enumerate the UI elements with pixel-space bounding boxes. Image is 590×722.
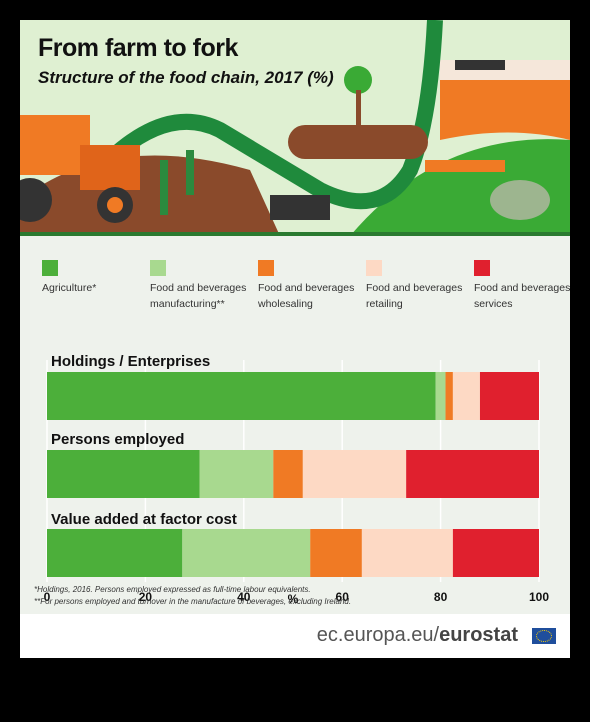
category-label: Holdings / Enterprises xyxy=(51,353,210,370)
category-label: Persons employed xyxy=(51,431,184,448)
bar-segment xyxy=(452,372,480,420)
legend-label: Food and beverages services xyxy=(474,282,570,310)
source-link[interactable]: ec.europa.eu/eurostat xyxy=(317,624,518,647)
category-label: Value added at factor cost xyxy=(51,511,237,528)
footnote-2: **For persons employed and turnover in t… xyxy=(34,597,352,606)
infographic-card: From farm to fork Structure of the food … xyxy=(20,20,570,658)
legend-item: Food and beverages services xyxy=(474,260,570,312)
tick-label: 60 xyxy=(336,590,350,604)
source-brand: eurostat xyxy=(439,624,518,646)
legend-item: Food and beverages retailing xyxy=(366,260,476,312)
legend-label: Food and beverages wholesaling xyxy=(258,282,355,310)
tick-label: 20 xyxy=(139,590,153,604)
legend-label: Food and beverages manufacturing** xyxy=(150,282,247,310)
legend-label: Agriculture* xyxy=(42,282,97,294)
bar-segment xyxy=(273,450,303,498)
bar-segment xyxy=(182,529,311,577)
footnotes: *Holdings, 2016. Persons employed expres… xyxy=(34,584,351,608)
bar-segment xyxy=(47,372,436,420)
source-prefix: ec.europa.eu/ xyxy=(316,624,440,646)
hero-illustration: From farm to fork Structure of the food … xyxy=(20,20,570,236)
bar-segment xyxy=(47,450,200,498)
bar-segment xyxy=(47,529,183,577)
chart-area: Holdings / Enterprises Persons employed Va… xyxy=(20,332,570,614)
legend-swatch xyxy=(258,260,274,276)
bar-segment xyxy=(452,529,539,577)
tick-label: 0 xyxy=(44,590,51,604)
tick-label: 100 xyxy=(529,590,549,604)
page-title: From farm to fork xyxy=(38,34,238,62)
bar-segment xyxy=(199,450,274,498)
bar-segment xyxy=(445,372,453,420)
bar-segment xyxy=(479,372,539,420)
legend-swatch xyxy=(42,260,58,276)
bar-segment xyxy=(435,372,446,420)
stacked-bar-chart: Holdings / Enterprises Persons employed Va… xyxy=(44,353,550,606)
eu-flag-icon xyxy=(532,628,556,644)
legend-label: Food and beverages retailing xyxy=(366,282,463,310)
x-axis-label: % xyxy=(288,592,299,606)
legend-item: Agriculture* xyxy=(42,260,152,296)
legend-item: Food and beverages wholesaling xyxy=(258,260,368,312)
tick-label: 80 xyxy=(434,590,448,604)
footer: ec.europa.eu/eurostat xyxy=(20,614,570,658)
bar-segment xyxy=(406,450,539,498)
bar-segment xyxy=(310,529,362,577)
page-subtitle: Structure of the food chain, 2017 (%) xyxy=(38,68,334,87)
legend-swatch xyxy=(366,260,382,276)
legend-swatch xyxy=(150,260,166,276)
bar-segment xyxy=(361,529,453,577)
legend-swatch xyxy=(474,260,490,276)
bar-segment xyxy=(302,450,407,498)
legend-item: Food and beverages manufacturing** xyxy=(150,260,260,312)
farm-to-fork-illustration xyxy=(20,20,570,236)
footnote-1: *Holdings, 2016. Persons employed expres… xyxy=(34,585,311,594)
chart-legend: Agriculture* Food and beverages manufactu… xyxy=(20,236,570,332)
tick-label: 40 xyxy=(237,590,251,604)
